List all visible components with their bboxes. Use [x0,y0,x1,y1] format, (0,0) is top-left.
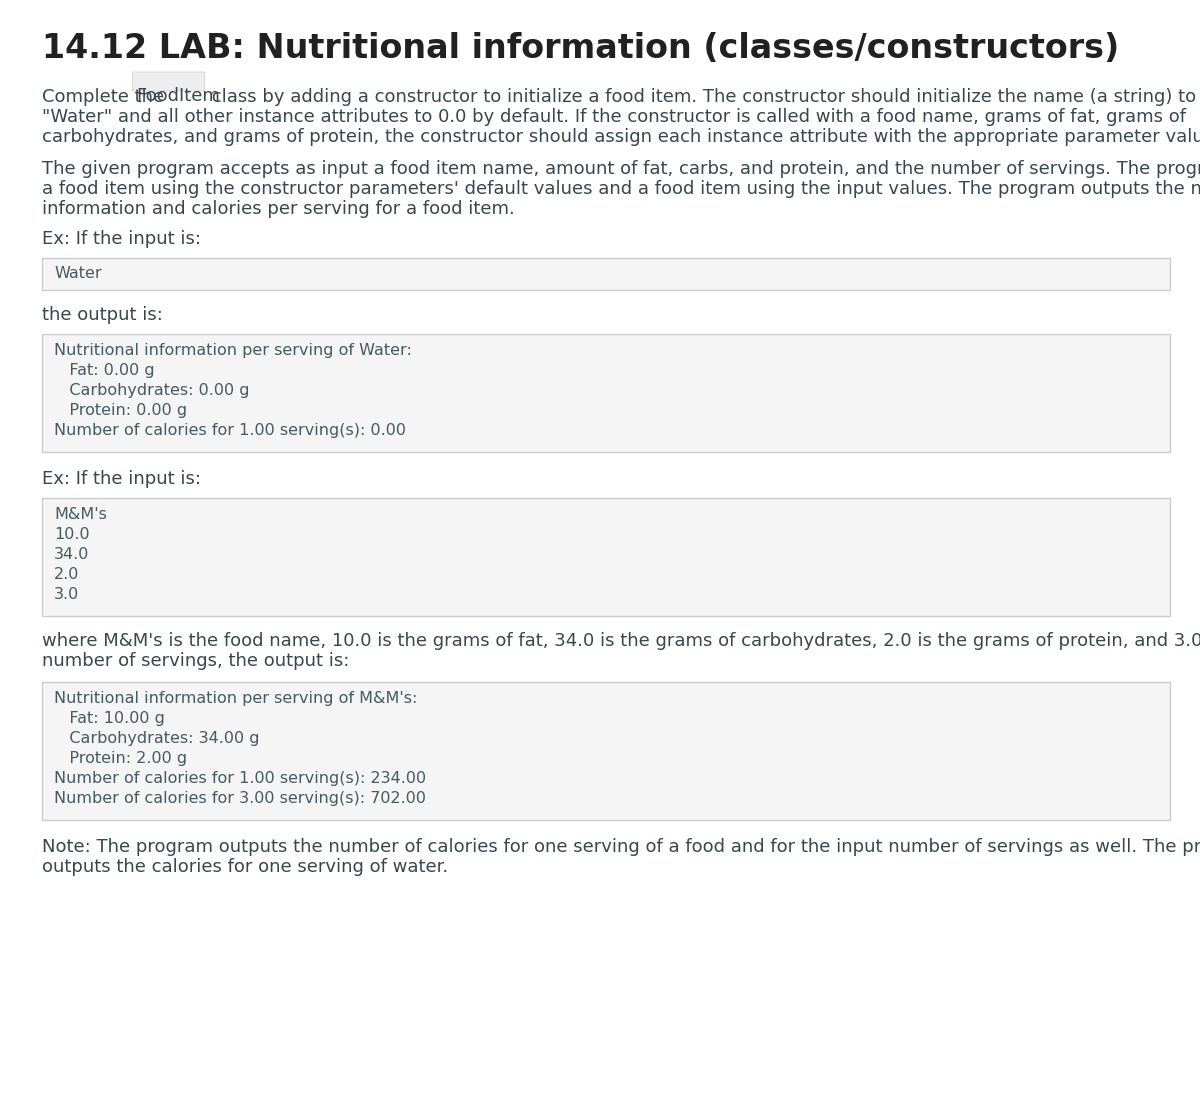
Text: Number of calories for 1.00 serving(s): 234.00: Number of calories for 1.00 serving(s): … [54,771,426,786]
FancyBboxPatch shape [42,498,1170,617]
Text: Ex: If the input is:: Ex: If the input is: [42,230,202,248]
FancyBboxPatch shape [42,682,1170,820]
Text: 14.12 LAB: Nutritional information (classes/constructors): 14.12 LAB: Nutritional information (clas… [42,32,1120,65]
Text: FoodItem: FoodItem [137,87,221,106]
Text: Carbohydrates: 0.00 g: Carbohydrates: 0.00 g [54,382,250,398]
Text: Number of calories for 1.00 serving(s): 0.00: Number of calories for 1.00 serving(s): … [54,423,406,439]
FancyBboxPatch shape [42,334,1170,452]
Text: where M&M's is the food name, 10.0 is the grams of fat, 34.0 is the grams of car: where M&M's is the food name, 10.0 is th… [42,632,1200,650]
FancyBboxPatch shape [132,73,205,91]
FancyBboxPatch shape [42,258,1170,290]
Text: Fat: 10.00 g: Fat: 10.00 g [54,711,164,726]
Text: Protein: 2.00 g: Protein: 2.00 g [54,751,187,766]
Text: Note: The program outputs the number of calories for one serving of a food and f: Note: The program outputs the number of … [42,839,1200,856]
Text: class by adding a constructor to initialize a food item. The constructor should : class by adding a constructor to initial… [205,88,1196,106]
Text: "Water" and all other instance attributes to 0.0 by default. If the constructor : "Water" and all other instance attribute… [42,108,1186,126]
Text: 2.0: 2.0 [54,567,79,582]
Text: Fat: 0.00 g: Fat: 0.00 g [54,363,155,378]
Text: 3.0: 3.0 [54,587,79,602]
Text: a food item using the constructor parameters' default values and a food item usi: a food item using the constructor parame… [42,180,1200,198]
Text: Carbohydrates: 34.00 g: Carbohydrates: 34.00 g [54,731,259,746]
Text: Protein: 0.00 g: Protein: 0.00 g [54,403,187,418]
Text: number of servings, the output is:: number of servings, the output is: [42,652,349,670]
Text: Water: Water [54,266,102,281]
Text: 34.0: 34.0 [54,547,89,562]
Text: outputs the calories for one serving of water.: outputs the calories for one serving of … [42,858,449,876]
Text: The given program accepts as input a food item name, amount of fat, carbs, and p: The given program accepts as input a foo… [42,160,1200,178]
Text: carbohydrates, and grams of protein, the constructor should assign each instance: carbohydrates, and grams of protein, the… [42,127,1200,146]
Text: M&M's: M&M's [54,507,107,522]
Text: Complete the: Complete the [42,88,170,106]
Text: information and calories per serving for a food item.: information and calories per serving for… [42,200,515,218]
Text: Number of calories for 3.00 serving(s): 702.00: Number of calories for 3.00 serving(s): … [54,791,426,806]
Text: Nutritional information per serving of Water:: Nutritional information per serving of W… [54,343,412,358]
Text: Ex: If the input is:: Ex: If the input is: [42,470,202,488]
Text: the output is:: the output is: [42,306,163,324]
Text: Nutritional information per serving of M&M's:: Nutritional information per serving of M… [54,691,418,706]
Text: 10.0: 10.0 [54,528,90,542]
